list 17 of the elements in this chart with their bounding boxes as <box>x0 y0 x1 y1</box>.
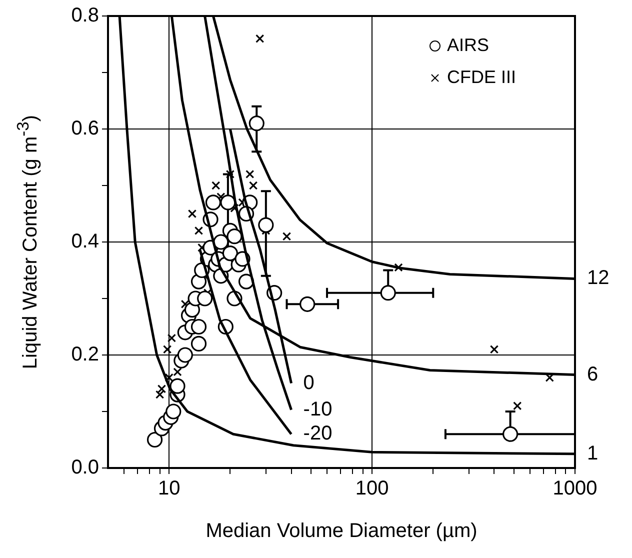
y-tick-label: 0.8 <box>71 4 99 27</box>
y-tick-label: 0.4 <box>71 230 99 253</box>
y-tick-label: 0.2 <box>71 344 99 366</box>
series-label: 6 <box>587 363 598 386</box>
x-axis-title: Median Volume Diameter (µm) <box>204 520 478 543</box>
legend-label: CFDE III <box>447 66 516 87</box>
y-tick-label: 0.0 <box>71 456 99 479</box>
x-tick-label: 10 <box>158 478 180 500</box>
x-tick-label: 100 <box>355 478 389 500</box>
legend-label: AIRS <box>447 34 490 55</box>
series-label: -20 <box>303 422 332 445</box>
series-label: 12 <box>587 267 610 290</box>
y-tick-label: 0.6 <box>71 118 99 140</box>
series-label: 0 <box>303 372 314 394</box>
series-label: -10 <box>303 398 332 420</box>
x-tick-label: 1000 <box>552 478 598 500</box>
series-label: 1 <box>587 442 598 464</box>
